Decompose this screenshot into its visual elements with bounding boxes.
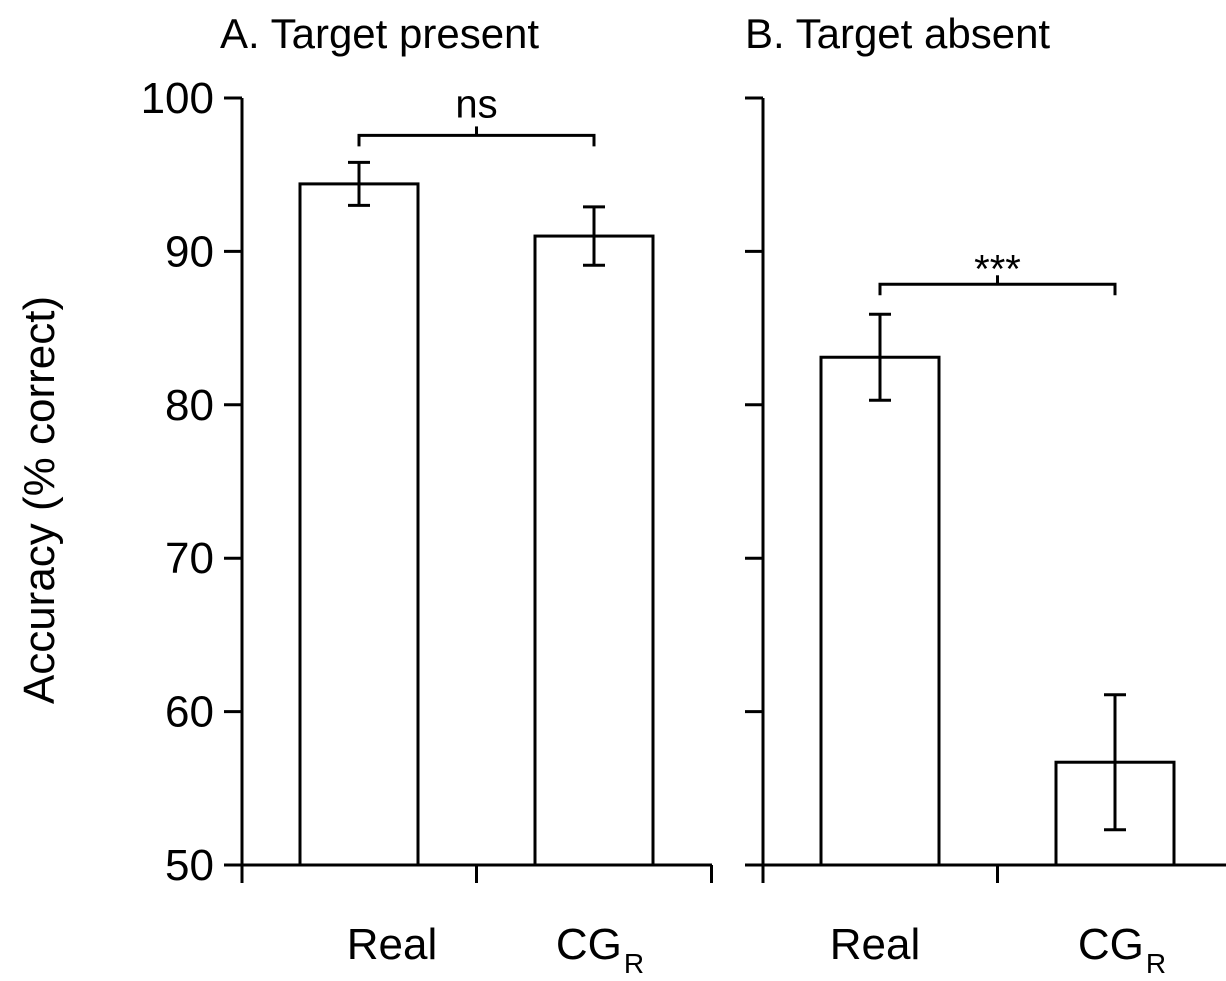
- category-label-a-1: CGR: [556, 920, 644, 979]
- y-tick-label-50: 50: [165, 841, 214, 890]
- panel-title-a: A. Target present: [220, 10, 539, 57]
- panel-title-b: B. Target absent: [745, 10, 1050, 57]
- y-tick-label-60: 60: [165, 688, 214, 737]
- bar-a-1: [533, 234, 655, 867]
- significance-label-b: ***: [974, 247, 1021, 291]
- y-tick-label-90: 90: [165, 227, 214, 276]
- category-label-b-0: Real: [830, 920, 921, 969]
- y-tick-label-100: 100: [141, 74, 214, 123]
- y-tick-label-80: 80: [165, 381, 214, 430]
- y-tick-label-70: 70: [165, 534, 214, 583]
- panel-target-present: A. Target present 50 60 70 80 90 100 Real CGR ns: [141, 10, 713, 979]
- significance-bracket-a: [357, 133, 596, 147]
- bar-b-0: [819, 355, 941, 867]
- significance-label-a: ns: [455, 82, 497, 126]
- category-label-b-1: CGR: [1078, 920, 1166, 979]
- panel-target-absent: B. Target absent Real CGR ***: [745, 10, 1226, 979]
- y-axis-label: Accuracy (% correct): [15, 296, 64, 704]
- bar-a-0: [298, 182, 420, 867]
- category-label-a-0: Real: [347, 920, 438, 969]
